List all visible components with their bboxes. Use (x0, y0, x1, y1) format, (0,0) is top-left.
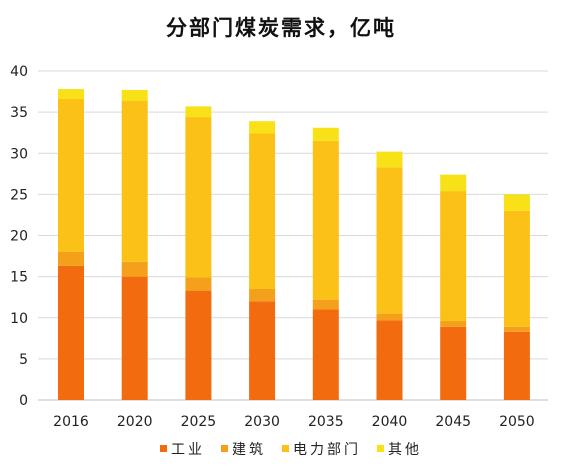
legend-label: 建筑 (232, 442, 266, 458)
x-tick-label: 2030 (244, 414, 280, 430)
bar-segment (503, 331, 530, 400)
legend-swatch (160, 445, 167, 452)
bar-segment (440, 321, 467, 327)
bar-segment (185, 277, 212, 291)
legend-swatch (377, 445, 384, 452)
x-tick-label: 2025 (181, 414, 217, 430)
bar-segment (376, 313, 403, 321)
bar-segment (376, 167, 403, 314)
x-tick-label: 2035 (308, 414, 344, 430)
bar-segment (121, 276, 148, 400)
y-tick-label: 0 (19, 393, 28, 409)
y-tick-label: 5 (19, 352, 28, 368)
bar-segment (312, 309, 339, 400)
x-tick-label: 2040 (372, 414, 408, 430)
bar-segment (249, 301, 276, 400)
legend-swatch (282, 445, 289, 452)
x-tick-label: 2045 (435, 414, 471, 430)
bar-segment (121, 261, 148, 277)
y-tick-label: 40 (10, 64, 28, 80)
y-tick-label: 25 (10, 187, 28, 203)
bar-segment (121, 100, 148, 262)
bar-segment (185, 106, 212, 118)
x-tick-label: 2050 (499, 414, 535, 430)
bar-segment (312, 127, 339, 141)
bar-segment (376, 151, 403, 168)
legend-label: 其他 (388, 442, 422, 458)
bar-segment (58, 251, 84, 266)
y-tick-label: 35 (10, 105, 28, 121)
bar-segment (503, 210, 530, 327)
bar-segment (503, 194, 530, 211)
chart-title: 分部门煤炭需求，亿吨 (166, 15, 396, 40)
bar-segment (312, 299, 339, 310)
bar-segment (121, 89, 148, 101)
bar-segment (440, 191, 467, 322)
y-tick-label: 30 (10, 146, 28, 162)
bar-segment (376, 320, 403, 400)
bar-segment (312, 140, 339, 300)
y-tick-label: 15 (10, 270, 28, 286)
bar-segment (249, 288, 276, 302)
bar-segment (185, 117, 212, 278)
bar-segment (58, 98, 84, 252)
legend-label: 工业 (171, 442, 205, 458)
y-tick-label: 10 (10, 311, 28, 327)
bar-segment (503, 326, 530, 332)
legend-label: 电力部门 (293, 442, 361, 458)
bar-segment (249, 133, 276, 289)
bar-segment (58, 89, 84, 99)
bar-segment (440, 326, 467, 400)
bar-segment (440, 174, 467, 192)
bar-segment (58, 265, 84, 400)
bar-segment (249, 121, 276, 134)
legend-swatch (221, 445, 228, 452)
bar-segment (185, 290, 212, 400)
x-tick-label: 2020 (117, 414, 153, 430)
y-tick-label: 20 (10, 229, 28, 245)
x-tick-label: 2016 (53, 414, 89, 430)
